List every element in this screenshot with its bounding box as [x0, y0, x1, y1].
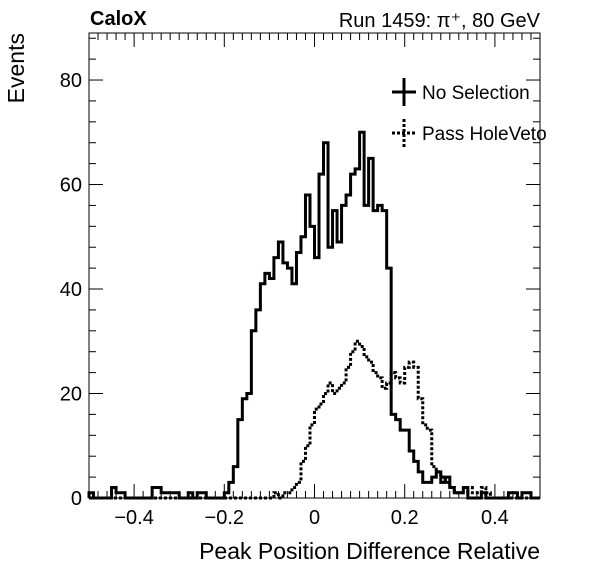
histogram-pass-holeveto [89, 339, 540, 500]
run-info-label: Run 1459: π⁺, 80 GeV [338, 10, 540, 32]
x-tick-label: −0.2 [205, 507, 244, 529]
x-tick-label: −0.4 [114, 507, 153, 529]
x-tick-label: 0.2 [391, 507, 419, 529]
y-tick-label: 80 [60, 70, 82, 92]
y-tick-label: 60 [60, 175, 82, 197]
legend-label: No Selection [422, 83, 530, 104]
y-tick-label: 0 [71, 488, 82, 510]
x-tick-label: 0 [309, 507, 320, 529]
y-tick-label: 20 [60, 384, 82, 406]
x-axis-title: Peak Position Difference Relative [199, 538, 540, 564]
histogram-no-selection [87, 130, 540, 500]
experiment-label: CaloX [90, 8, 147, 30]
legend-label: Pass HoleVeto [422, 124, 547, 145]
y-tick-label: 40 [60, 279, 82, 301]
y-axis-title: Events [3, 33, 29, 103]
x-tick-label: 0.4 [481, 507, 509, 529]
